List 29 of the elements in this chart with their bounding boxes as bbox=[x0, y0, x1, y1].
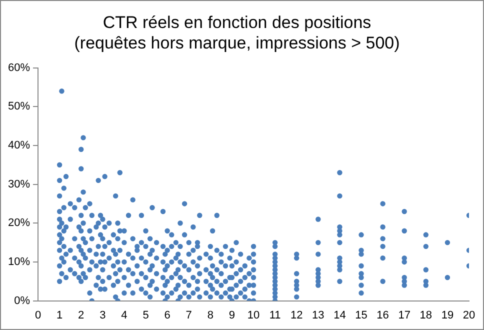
x-tick-label: 1 bbox=[56, 309, 63, 322]
x-tick-label: 20 bbox=[462, 309, 476, 322]
x-tick-label: 16 bbox=[376, 309, 389, 322]
chart-title: CTR réels en fonction des positions (requêtes hors marque, impressions > 500) bbox=[74, 12, 400, 52]
x-tick-label: 8 bbox=[207, 309, 214, 322]
x-tick-label: 17 bbox=[398, 309, 410, 322]
x-tick-label: 19 bbox=[441, 309, 454, 322]
y-tick-label: 40% bbox=[8, 140, 30, 152]
y-tick-label: 30% bbox=[8, 178, 30, 190]
x-tick-label: 3 bbox=[100, 309, 106, 322]
x-tick-label: 15 bbox=[355, 309, 368, 322]
x-tick-label: 0 bbox=[34, 309, 42, 322]
x-tick-label: 6 bbox=[164, 309, 170, 322]
x-tick-label: 5 bbox=[142, 309, 149, 322]
x-tick-label: 4 bbox=[121, 309, 128, 322]
y-tick-label: 60% bbox=[8, 62, 30, 74]
x-tick-label: 2 bbox=[78, 309, 84, 322]
x-tick-label: 9 bbox=[228, 309, 236, 322]
x-tick-label: 13 bbox=[312, 309, 324, 322]
x-tick-label: 11 bbox=[269, 309, 281, 322]
y-tick-label: 0% bbox=[14, 294, 30, 307]
y-tick-label: 20% bbox=[8, 217, 30, 230]
x-tick-label: 7 bbox=[186, 309, 192, 322]
x-tick-label: 12 bbox=[290, 309, 303, 322]
y-tick-label: 10% bbox=[8, 256, 30, 268]
x-tick-label: 10 bbox=[247, 309, 260, 322]
x-tick-label: 18 bbox=[420, 309, 432, 322]
x-tick-label: 14 bbox=[334, 309, 346, 322]
y-tick-label: 50% bbox=[8, 100, 30, 113]
